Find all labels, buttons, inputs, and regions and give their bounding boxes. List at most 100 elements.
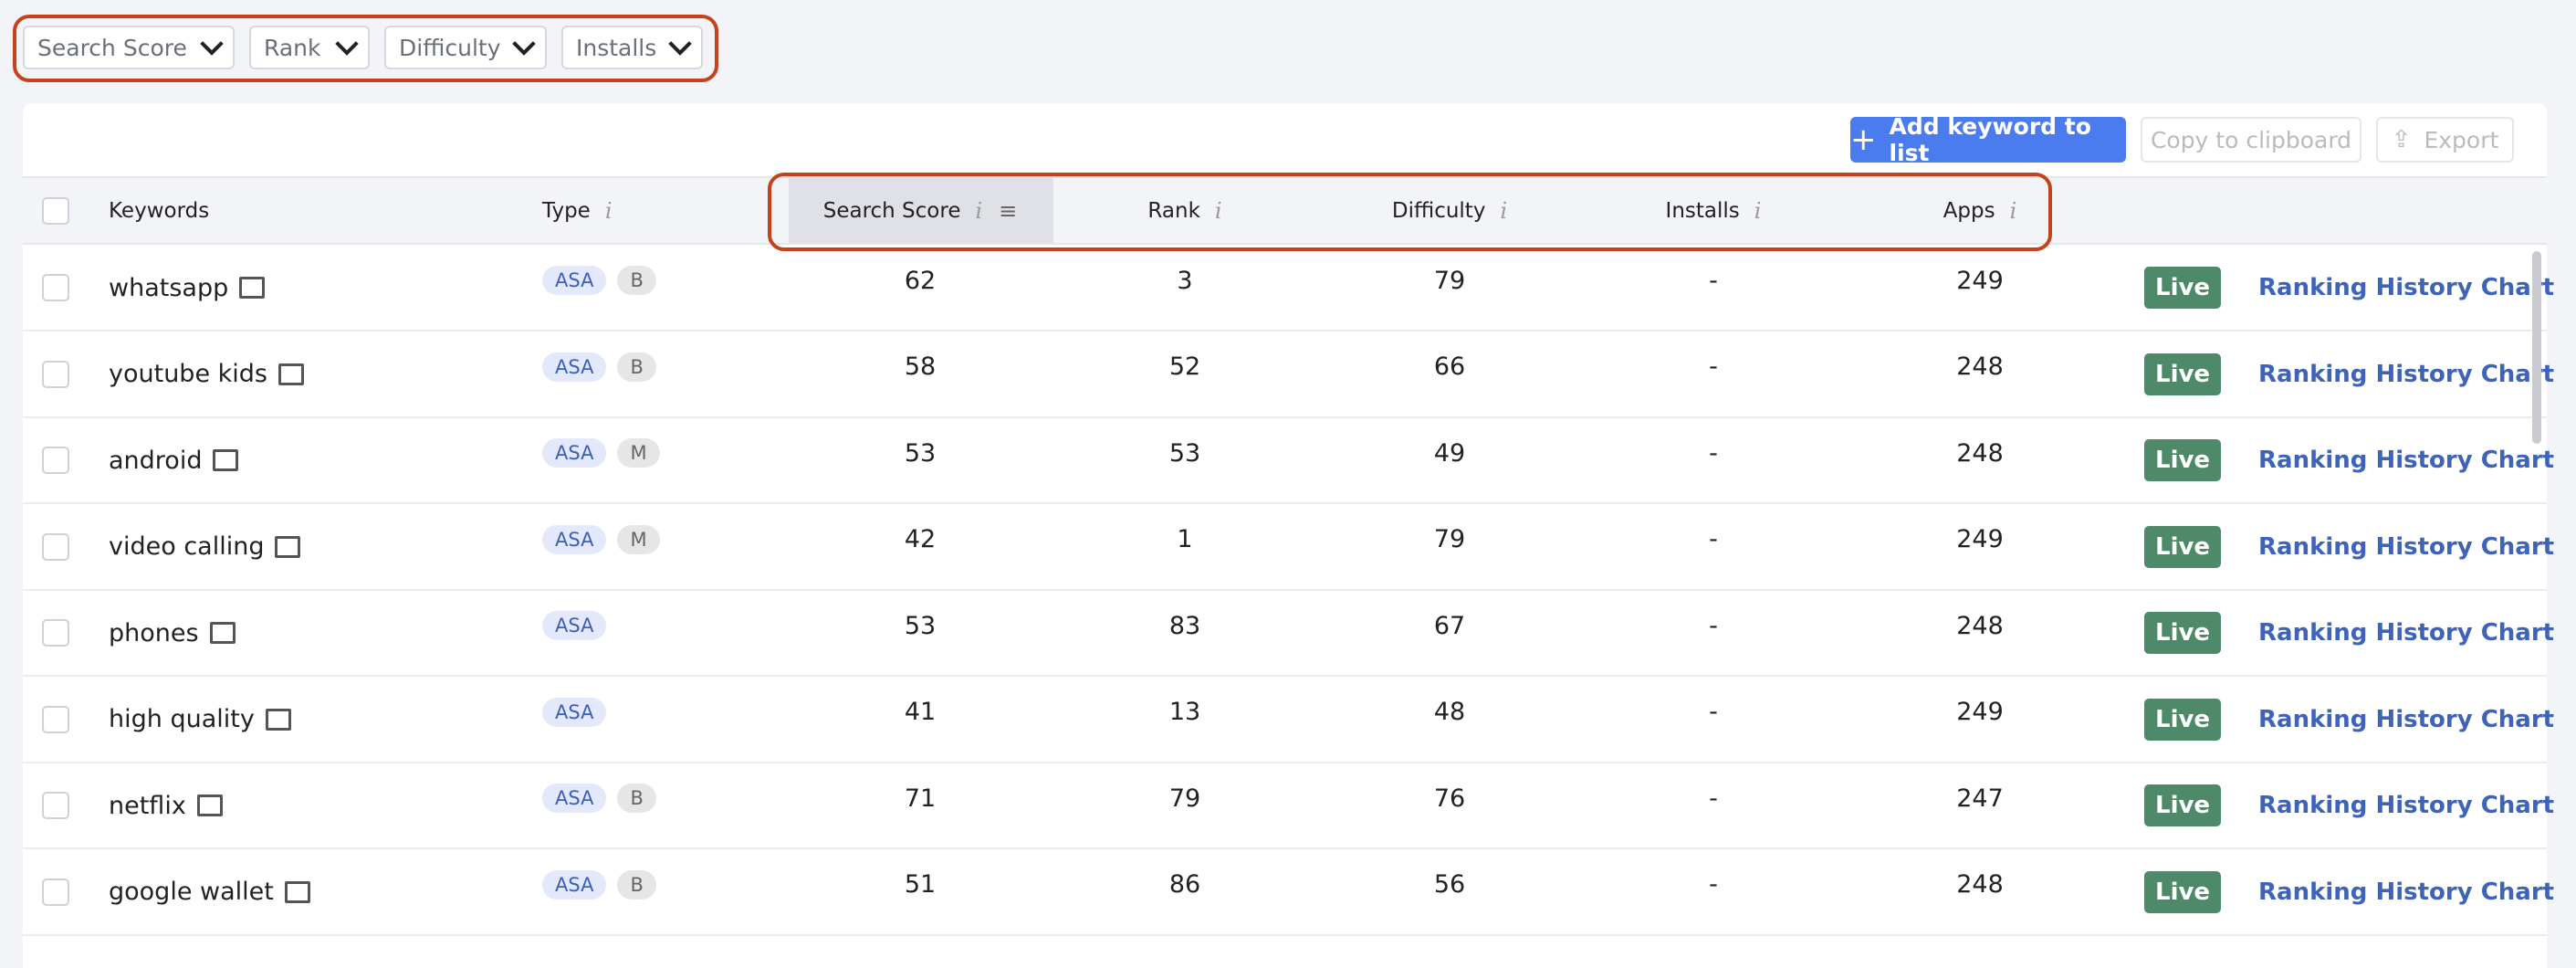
search-score: 53 (904, 438, 937, 468)
info-icon: i (604, 197, 613, 224)
filter-dropdown[interactable]: Difficulty (384, 26, 547, 69)
ranking-history-link[interactable]: Ranking History Chart (2258, 360, 2555, 388)
keyword-cell: youtube kids (109, 331, 304, 417)
add-keyword-button[interactable]: + Add keyword to list (1850, 113, 2126, 166)
apps: 249 (1956, 698, 2004, 726)
type-badge: ASA (542, 524, 607, 554)
button-label: Add keyword to list (1889, 113, 2091, 166)
type-badge: B (617, 266, 656, 295)
rank: 79 (1168, 784, 1201, 813)
live-badge: Live (2144, 525, 2222, 568)
column-header[interactable]: Difficulty i (1313, 176, 1586, 245)
row-checkbox[interactable] (42, 274, 69, 301)
keyword: netflix (109, 791, 186, 820)
filter-dropdown[interactable]: Installs (561, 26, 703, 69)
row-checkbox[interactable] (42, 878, 69, 906)
rank: 3 (1177, 266, 1193, 295)
export-button[interactable]: ⇪ Export (2376, 117, 2514, 163)
keyword: video calling (109, 532, 265, 561)
link-cell: Ranking History Chart (2258, 417, 2554, 503)
button-label: Copy to clipboard (2150, 126, 2352, 153)
type-badge: ASA (542, 697, 607, 727)
rank: 1 (1177, 525, 1193, 553)
rank: 13 (1168, 698, 1201, 726)
installs: - (1709, 784, 1718, 813)
row-checkbox[interactable] (42, 619, 69, 647)
type-badge: ASA (542, 352, 607, 382)
apps: 248 (1956, 352, 2004, 381)
row-divider (23, 761, 2547, 763)
link-cell: Ranking History Chart (2258, 245, 2554, 331)
ranking-history-link[interactable]: Ranking History Chart (2258, 274, 2555, 301)
difficulty: 49 (1433, 438, 1466, 468)
type-cell: ASA B (542, 755, 667, 841)
filter-dropdown[interactable]: Search Score (23, 26, 235, 69)
keyword-cell: video calling (109, 504, 301, 590)
keyword: high quality (109, 705, 255, 733)
column-header[interactable]: Installs i (1576, 176, 1850, 245)
keyword: android (109, 446, 203, 475)
rank: 86 (1168, 870, 1201, 899)
difficulty: 67 (1433, 611, 1466, 640)
row-checkbox[interactable] (42, 792, 69, 819)
installs: - (1709, 438, 1718, 468)
link-cell: Ranking History Chart (2258, 504, 2554, 590)
column-header-label: Type (542, 198, 591, 223)
installs: - (1709, 611, 1718, 640)
column-header-label: Apps (1942, 198, 1995, 223)
row-checkbox[interactable] (42, 705, 69, 733)
ranking-history-link[interactable]: Ranking History Chart (2258, 619, 2555, 647)
type-cell: ASA M (542, 410, 671, 496)
apps: 247 (1956, 784, 2004, 813)
keyword-cell: phones (109, 590, 236, 676)
select-all-checkbox[interactable] (42, 197, 69, 225)
chevron-icon (512, 32, 536, 56)
ranking-history-link[interactable]: Ranking History Chart (2258, 705, 2555, 733)
column-header[interactable]: Rank i (1048, 176, 1322, 245)
type-badge: ASA (542, 869, 607, 900)
ranking-history-link[interactable]: Ranking History Chart (2258, 447, 2555, 474)
live-badge: Live (2144, 267, 2222, 309)
type-badge: M (617, 438, 660, 468)
live-badge: Live (2144, 784, 2222, 826)
info-icon: i (1214, 197, 1222, 224)
table-card (23, 103, 2547, 968)
ranking-history-link[interactable]: Ranking History Chart (2258, 532, 2555, 561)
status-cell: Live (2144, 590, 2222, 676)
search-score: 41 (904, 698, 937, 726)
ranking-history-link[interactable]: Ranking History Chart (2258, 792, 2555, 819)
rank: 52 (1168, 352, 1201, 381)
keyword-cell: whatsapp (109, 245, 266, 331)
row-checkbox[interactable] (42, 360, 69, 388)
info-icon: i (2009, 197, 2017, 224)
keyword: phones (109, 618, 199, 647)
search-icon (275, 535, 301, 558)
keyword-cell: google wallet (109, 849, 310, 935)
chevron-icon (200, 32, 224, 56)
ranking-history-link[interactable]: Ranking History Chart (2258, 878, 2555, 906)
column-header[interactable]: Search Score i ≡ (783, 176, 1057, 245)
table-header (23, 176, 2547, 245)
live-badge: Live (2144, 612, 2222, 654)
link-cell: Ranking History Chart (2258, 677, 2554, 763)
filter-label: Search Score (37, 34, 187, 61)
row-checkbox[interactable] (42, 532, 69, 561)
copy-button[interactable]: Copy to clipboard (2141, 117, 2361, 163)
info-icon: i (1754, 197, 1762, 224)
info-icon: i (1500, 197, 1508, 224)
filter-dropdown[interactable]: Rank (249, 26, 370, 69)
column-header[interactable]: Apps i (1843, 176, 2117, 245)
row-checkbox[interactable] (42, 447, 69, 474)
live-badge: Live (2144, 870, 2222, 913)
row-divider (23, 847, 2547, 849)
search-icon (239, 277, 266, 299)
search-score: 53 (904, 611, 937, 640)
row-divider (23, 675, 2547, 677)
status-cell: Live (2144, 245, 2222, 331)
row-divider (23, 502, 2547, 504)
apps: 248 (1956, 438, 2004, 468)
type-cell: ASA B (542, 324, 667, 410)
type-badge: M (617, 524, 660, 554)
link-cell: Ranking History Chart (2258, 763, 2554, 848)
installs: - (1709, 352, 1718, 381)
